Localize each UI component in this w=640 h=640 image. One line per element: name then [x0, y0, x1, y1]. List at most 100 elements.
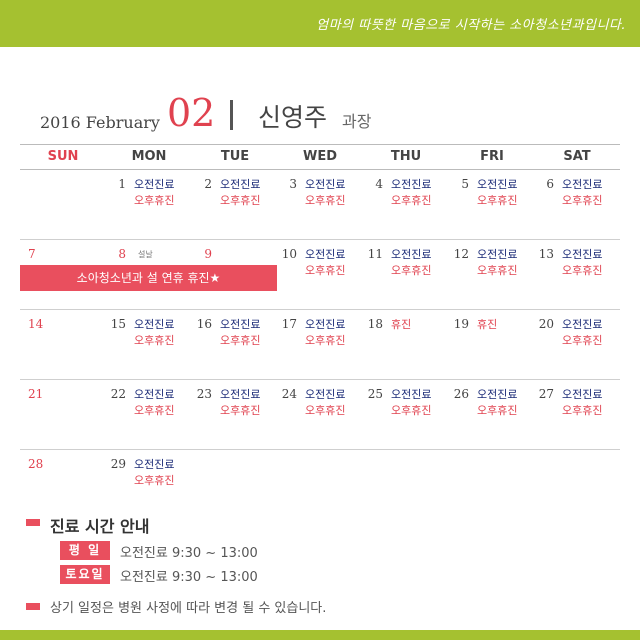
weekday-header: SUN MON TUE WED THU FRI SAT	[20, 144, 620, 170]
am-status: 오전진료	[477, 388, 518, 401]
weekday-wed: WED	[302, 149, 337, 164]
day-cell: 3 오전진료 오후휴진	[277, 169, 363, 239]
top-banner: 엄마의 따뜻한 마음으로 시작하는 소아청소년과입니다.	[0, 0, 640, 47]
closed-status: 휴진	[477, 318, 498, 331]
weekday-tag: 평 일	[60, 541, 110, 560]
day-number: 9	[204, 247, 212, 261]
month-number: 02	[167, 91, 216, 135]
day-cell: 6 오전진료 오후휴진	[534, 169, 620, 239]
day-number: 18	[367, 317, 383, 331]
holiday-label: 설날	[138, 250, 153, 259]
calendar-week: 28 29 오전진료 오후휴진	[20, 449, 620, 519]
am-status: 오전진료	[305, 388, 346, 401]
day-number: 25	[367, 387, 383, 401]
pm-status: 오후휴진	[477, 404, 518, 417]
day-number: 27	[538, 387, 554, 401]
day-cell: 10 오전진료 오후휴진	[277, 239, 363, 309]
slogan-text: 엄마의 따뜻한 마음으로 시작하는 소아청소년과입니다.	[316, 18, 626, 33]
pm-status: 오후휴진	[305, 334, 346, 347]
weekday-tue: TUE	[220, 149, 250, 164]
pm-status: 오후휴진	[477, 264, 518, 277]
pm-status: 오후휴진	[391, 404, 432, 417]
day-cell: 28	[20, 449, 106, 519]
saturday-tag: 토요일	[60, 565, 110, 584]
pm-status: 오후휴진	[391, 194, 432, 207]
day-number: 17	[281, 317, 297, 331]
doctor-name: 신영주	[258, 103, 328, 132]
day-number: 11	[367, 247, 383, 261]
closed-status: 휴진	[391, 318, 412, 331]
day-cell: 7	[20, 239, 106, 309]
day-cell: 24 오전진료 오후휴진	[277, 379, 363, 449]
pm-status: 오후휴진	[220, 404, 261, 417]
pm-status: 오후휴진	[562, 264, 603, 277]
day-number: 15	[110, 317, 126, 331]
saturday-hours: 오전진료 9:30 ~ 13:00	[120, 570, 258, 585]
day-cell: 25 오전진료 오후휴진	[363, 379, 449, 449]
day-cell: 13 오전진료 오후휴진	[534, 239, 620, 309]
weekday-fri: FRI	[480, 149, 504, 164]
day-cell: 20 오전진료 오후휴진	[534, 309, 620, 379]
day-number: 3	[289, 177, 297, 191]
am-status: 오전진료	[562, 248, 603, 261]
weekday-hours: 오전진료 9:30 ~ 13:00	[120, 546, 258, 561]
am-status: 오전진료	[477, 178, 518, 191]
am-status: 오전진료	[220, 318, 261, 331]
day-number: 14	[28, 317, 44, 331]
am-status: 오전진료	[391, 248, 432, 261]
day-number: 19	[453, 317, 469, 331]
day-cell: 26 오전진료 오후휴진	[449, 379, 535, 449]
pm-status: 오후휴진	[305, 264, 346, 277]
pm-status: 오후휴진	[391, 264, 432, 277]
day-cell: 22 오전진료 오후휴진	[106, 379, 192, 449]
calendar-week: 1 오전진료 오후휴진 2 오전진료 오후휴진 3 오전진료 오후휴진 4 오전…	[20, 169, 620, 240]
day-cell: 23 오전진료 오후휴진	[192, 379, 278, 449]
day-cell: 1 오전진료 오후휴진	[106, 169, 192, 239]
am-status: 오전진료	[305, 318, 346, 331]
day-cell: 15 오전진료 오후휴진	[106, 309, 192, 379]
bullet-icon	[26, 519, 40, 526]
day-cell: 2 오전진료 오후휴진	[192, 169, 278, 239]
pm-status: 오후휴진	[220, 334, 261, 347]
doctor-title: 과장	[342, 112, 372, 131]
calendar-week: 7 8 설날 9 10 오전진료 오후휴진 11 오전진료 오후휴진 12 오전…	[20, 239, 620, 310]
day-number: 22	[110, 387, 126, 401]
pm-status: 오후휴진	[562, 404, 603, 417]
year-month: 2016 February	[40, 113, 160, 132]
weekday-sun: SUN	[47, 149, 79, 164]
day-number: 6	[546, 177, 554, 191]
day-cell: 29 오전진료 오후휴진	[106, 449, 192, 519]
weekday-thu: THU	[390, 149, 422, 164]
day-number: 24	[281, 387, 297, 401]
am-status: 오전진료	[391, 388, 432, 401]
am-status: 오전진료	[134, 388, 175, 401]
day-number: 10	[281, 247, 297, 261]
day-cell: 18 휴진	[363, 309, 449, 379]
am-status: 오전진료	[562, 318, 603, 331]
am-status: 오전진료	[220, 178, 261, 191]
am-status: 오전진료	[134, 458, 175, 471]
day-cell: 19 휴진	[449, 309, 535, 379]
pm-status: 오후휴진	[562, 194, 603, 207]
day-number: 23	[196, 387, 212, 401]
day-number: 12	[453, 247, 469, 261]
am-status: 오전진료	[391, 178, 432, 191]
pm-status: 오후휴진	[305, 404, 346, 417]
day-cell: 17 오전진료 오후휴진	[277, 309, 363, 379]
bullet-icon	[26, 603, 40, 610]
day-cell: 5 오전진료 오후휴진	[449, 169, 535, 239]
pm-status: 오후휴진	[134, 474, 175, 487]
info-heading: 진료 시간 안내	[50, 517, 150, 536]
day-cell: 12 오전진료 오후휴진	[449, 239, 535, 309]
pm-status: 오후휴진	[134, 194, 175, 207]
am-status: 오전진료	[305, 248, 346, 261]
am-status: 오전진료	[220, 388, 261, 401]
pm-status: 오후휴진	[220, 194, 261, 207]
pm-status: 오후휴진	[562, 334, 603, 347]
am-status: 오전진료	[562, 178, 603, 191]
day-cell: 27 오전진료 오후휴진	[534, 379, 620, 449]
am-status: 오전진료	[477, 248, 518, 261]
am-status: 오전진료	[562, 388, 603, 401]
pm-status: 오후휴진	[305, 194, 346, 207]
calendar-week: 14 15 오전진료 오후휴진 16 오전진료 오후휴진 17 오전진료 오후휴…	[20, 309, 620, 380]
